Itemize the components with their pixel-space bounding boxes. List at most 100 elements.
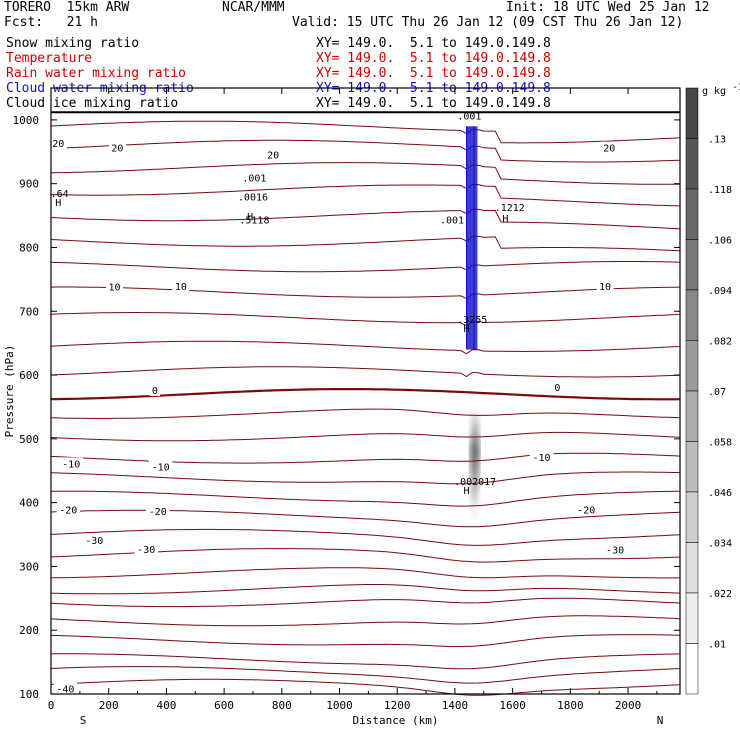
colorbar-level: .106 <box>708 236 732 247</box>
temperature-label-bg <box>552 380 563 393</box>
y-tick-label: 200 <box>19 624 39 637</box>
temperature-label-bg <box>148 460 173 473</box>
colorbar-level: .046 <box>708 488 732 499</box>
temperature-contour <box>50 120 681 144</box>
temperature-label-bg <box>53 682 78 695</box>
cloud-ice-label: .002017 <box>454 477 496 488</box>
colorbar-level: .022 <box>708 589 732 600</box>
legend-temperature-xy: XY= 149.0. 5.1 to 149.0.149.8 <box>316 51 551 66</box>
temperature-label: -20 <box>59 505 77 516</box>
temperature-contour <box>50 408 681 419</box>
temperature-contour <box>50 139 681 163</box>
legend-rain-xy: XY= 149.0. 5.1 to 149.0.149.8 <box>316 66 551 81</box>
temperature-label: -30 <box>606 545 624 556</box>
x-tick-label: 200 <box>99 699 119 712</box>
temperature-label-bg <box>134 542 158 555</box>
temperature-label: -10 <box>62 459 80 470</box>
temperature-contour <box>50 634 681 647</box>
colorbar-swatch <box>685 289 699 341</box>
colorbar-swatch <box>685 643 699 695</box>
rain-water-label: .001 <box>457 112 481 123</box>
model-title: TORERO 15km ARW <box>4 0 130 15</box>
colorbar-swatch <box>685 87 699 139</box>
temperature-label: -30 <box>137 545 155 556</box>
temperature-contour <box>50 312 681 327</box>
colorbar-level: .094 <box>708 286 732 297</box>
x-axis-label: Distance (km) <box>352 714 438 727</box>
x-tick-label: 1600 <box>499 699 526 712</box>
colorbar-level: .082 <box>708 337 732 348</box>
y-axis-label: Pressure (hPa) <box>3 345 16 438</box>
temperature-label-bg <box>49 137 67 150</box>
temperature-label: 0 <box>152 386 158 397</box>
temperature-contour <box>50 388 681 401</box>
x-tick-label: 1400 <box>442 699 469 712</box>
temperature-contour <box>51 490 680 507</box>
org-label: NCAR/MMM <box>222 0 285 15</box>
cloud-water-label: H <box>463 324 469 335</box>
temperature-contour <box>50 183 681 207</box>
colorbar-level: .13 <box>708 135 726 146</box>
temperature-label: -20 <box>149 507 167 518</box>
y-tick-label: 900 <box>19 178 39 191</box>
cloud-water-label: .5118 <box>239 216 269 227</box>
temperature-contour <box>50 162 680 185</box>
colorbar-level: .118 <box>708 185 732 196</box>
temperature-label: 0 <box>554 383 560 394</box>
temperature-label-bg <box>172 280 190 293</box>
temperature-label: -10 <box>152 463 170 474</box>
cloud-water-label: .001 <box>440 216 464 227</box>
x-tick-label: 1200 <box>384 699 411 712</box>
temperature-contour <box>50 208 681 230</box>
temperature-contour <box>51 567 680 579</box>
init-time: Init: 18 UTC Wed 25 Jan 12 <box>506 0 710 15</box>
cloud-water-label: .1212 <box>495 203 525 214</box>
cloud-water-label: .3255 <box>457 315 487 326</box>
x-tick-label: 800 <box>272 699 292 712</box>
temperature-contour <box>50 597 681 608</box>
temperature-contour <box>50 452 681 464</box>
temperature-label: 20 <box>52 139 64 150</box>
temperature-label: 20 <box>111 144 123 155</box>
temperature-label-bg <box>82 533 107 546</box>
temperature-contour <box>50 261 681 273</box>
temperature-label: -20 <box>577 505 595 516</box>
temperature-label-bg <box>264 148 282 161</box>
temperature-label-bg <box>574 503 598 516</box>
colorbar-swatch <box>685 340 699 392</box>
north-end-label: N <box>657 714 664 727</box>
ice-mixing-ratio-shading <box>469 410 480 525</box>
temperature-contour <box>50 366 681 378</box>
y-tick-label: 700 <box>19 305 39 318</box>
y-tick-label: 400 <box>19 497 39 510</box>
temperature-label-bg <box>600 141 618 154</box>
temperature-contour <box>50 584 681 595</box>
temperature-contour <box>50 678 681 696</box>
cloud-ice-label: H <box>463 486 469 497</box>
cloud-water-label: H <box>502 214 508 225</box>
temperature-label-bg <box>529 450 554 463</box>
temperature-contour <box>50 653 681 670</box>
colorbar-level: .034 <box>708 539 732 550</box>
temperature-label: 20 <box>603 144 615 155</box>
y-tick-label: 1000 <box>13 114 40 127</box>
temperature-label-bg <box>603 543 627 556</box>
y-tick-label: 100 <box>19 688 39 701</box>
y-tick-label: 600 <box>19 369 39 382</box>
temperature-label-bg <box>149 384 161 396</box>
south-end-label: S <box>80 714 87 727</box>
temperature-contour <box>50 431 681 442</box>
legend-snow-name: Snow mixing ratio <box>6 36 140 51</box>
legend-cloud-ice-xy: XY= 149.0. 5.1 to 149.0.149.8 <box>316 96 551 111</box>
colorbar-swatch <box>685 592 699 644</box>
temperature-label: 10 <box>599 282 611 293</box>
forecast-hour: Fcst: 21 h <box>4 15 98 30</box>
colorbar-swatch <box>685 138 699 190</box>
y-tick-label: 500 <box>19 433 39 446</box>
temperature-contour <box>50 471 681 485</box>
legend-temperature-name: Temperature <box>6 51 93 66</box>
temperature-contour <box>50 615 681 627</box>
colorbar-level: .058 <box>708 438 732 449</box>
colorbar-unit: g kg <box>702 86 726 97</box>
